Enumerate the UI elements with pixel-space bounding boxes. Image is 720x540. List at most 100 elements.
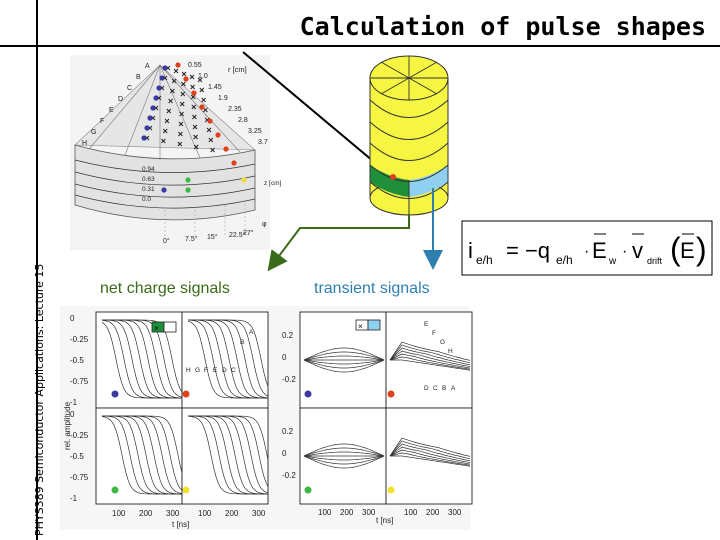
title-rule — [0, 45, 720, 47]
net-y-tick: 0 — [70, 314, 75, 323]
transient-curve — [389, 443, 471, 462]
geometry-dot — [241, 177, 247, 183]
geometry-dot — [185, 187, 191, 193]
net-curve-letter: C — [231, 367, 236, 374]
net-curve-letter: F — [204, 367, 208, 374]
svg-text:): ) — [696, 231, 707, 267]
grid-x-mark — [190, 94, 196, 100]
net-x-tick: 100 — [198, 509, 212, 518]
detector-geometry-figure: r [cm] 0.55 1.01.45 1.92.35 2.83.25 3.7 ABCD… — [70, 55, 282, 250]
trans-x-tick: 100 — [318, 508, 332, 517]
grid-x-mark — [197, 77, 203, 83]
net-x-axis-label: t [ns] — [172, 520, 189, 529]
transient-curve — [303, 451, 385, 457]
grid-x-mark — [164, 118, 170, 124]
geometry-dot — [156, 85, 162, 91]
geometry-dot — [141, 135, 147, 141]
transient-curve — [390, 359, 471, 371]
transient-curve — [390, 455, 471, 467]
net-panel-bl — [95, 407, 183, 505]
geometry-dot — [223, 146, 229, 152]
transient-panels: × 0.2 0 -0.2 0.2 0 -0.2 100 200 300 100 200 300 EF… — [282, 306, 473, 530]
formula-v-sub: drift — [647, 256, 663, 266]
net-curve-letter: G — [195, 367, 200, 374]
trans-x-axis-label: t [ns] — [376, 516, 393, 525]
row-letter-label: E — [109, 107, 114, 114]
side-bar — [0, 0, 38, 540]
net-y-tick: -1 — [70, 494, 78, 503]
trans-curve-letter: B — [442, 385, 446, 392]
trans-x-tick: 200 — [426, 508, 440, 517]
formula-dot2: · — [622, 243, 627, 260]
grid-x-mark — [206, 127, 212, 133]
z-value-label: 0.0 — [142, 196, 151, 203]
svg-text:×: × — [154, 324, 159, 333]
net-x-tick: 200 — [139, 509, 153, 518]
net-charge-arrow — [267, 214, 410, 272]
net-x-tick: 200 — [225, 509, 239, 518]
net-y-tick: -1 — [70, 398, 78, 407]
net-x-tick: 300 — [252, 509, 266, 518]
net-curve — [188, 415, 269, 460]
formula-ew-sub: w — [608, 256, 617, 267]
net-x-tick: 100 — [112, 509, 126, 518]
transient-curve — [303, 355, 385, 361]
grid-x-mark — [178, 131, 183, 137]
formula-i: i — [468, 238, 473, 263]
r-value-label: 2.35 — [228, 106, 242, 113]
geometry-dot — [183, 76, 189, 82]
geometry-dot — [150, 105, 156, 111]
grid-x-mark — [199, 87, 205, 93]
row-letter-label: D — [118, 96, 123, 103]
transient-curve — [303, 455, 385, 469]
row-letter-label: B — [136, 74, 141, 81]
transient-curve — [389, 353, 471, 369]
grid-x-mark — [203, 107, 208, 113]
row-letter-label: H — [82, 140, 87, 147]
net-curve — [102, 415, 183, 474]
grid-x-mark — [171, 78, 177, 84]
r-value-label: 3.7 — [258, 139, 268, 146]
geometry-dot — [185, 177, 191, 183]
net-curve — [188, 319, 269, 387]
formula-eq: = −q — [506, 238, 550, 263]
grid-x-mark — [162, 128, 168, 134]
svg-text:×: × — [358, 322, 363, 331]
row-letter-label: F — [100, 118, 104, 125]
trans-curve-letter: D — [424, 385, 429, 392]
trans-y-tick: -0.2 — [282, 471, 296, 480]
formula-i-sub: e/h — [476, 253, 493, 267]
r-value-label: 1.9 — [218, 95, 228, 102]
geometry-dot — [147, 115, 153, 121]
transient-curve — [303, 443, 385, 457]
r-value-label: 1.45 — [208, 84, 222, 91]
grid-x-mark — [173, 68, 179, 74]
grid-x-mark — [191, 104, 197, 110]
trans-x-tick: 100 — [404, 508, 418, 517]
formula-q-sub: e/h — [556, 253, 573, 267]
trans-curve-letter: F — [432, 330, 436, 337]
trans-y-tick: 0.2 — [282, 427, 294, 436]
transient-curve — [389, 344, 471, 364]
net-y-tick: -0.25 — [70, 431, 89, 440]
net-y-tick: 0 — [70, 410, 75, 419]
trans-curve-letter: H — [448, 348, 453, 355]
net-curve-letter: E — [213, 367, 218, 374]
trans-x-tick: 200 — [340, 508, 354, 517]
angle-label: 7.5° — [185, 235, 198, 243]
transient-curve — [389, 350, 471, 367]
net-curve — [102, 319, 183, 393]
trans-x-tick: 300 — [448, 508, 462, 517]
trans-y-tick: -0.2 — [282, 375, 296, 384]
phi-symbol: φ — [262, 221, 267, 228]
trans-curve-letter: G — [440, 339, 445, 346]
r-value-label: 0.55 — [188, 62, 202, 69]
transient-curve — [303, 455, 385, 461]
geometry-dot — [207, 118, 213, 124]
net-y-tick: -0.5 — [70, 452, 84, 461]
trans-curve-letter: E — [424, 321, 429, 328]
detector-cylinder — [369, 55, 449, 216]
net-y-tick: -0.75 — [70, 473, 89, 482]
z-unit-label: z [cm] — [264, 180, 282, 187]
r-value-label: 3.25 — [248, 128, 262, 135]
